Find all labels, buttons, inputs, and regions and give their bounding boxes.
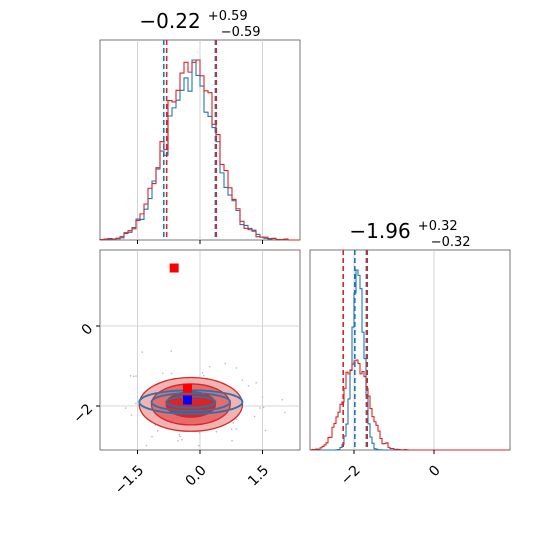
sample-point-3 — [235, 418, 238, 421]
x-tick-label-2: 1.5 — [245, 462, 272, 489]
sample-point-26 — [124, 407, 127, 409]
sample-point-52 — [215, 430, 218, 433]
panel-marginal-2-frame — [309, 249, 511, 451]
sample-point-19 — [202, 374, 205, 377]
panel-marginal-1-quantile-lines — [162, 40, 218, 240]
x-tick-label-1: 0.0 — [183, 462, 210, 489]
sample-point-51 — [181, 438, 183, 441]
sample-point-28 — [264, 429, 267, 432]
sample-point-29 — [247, 384, 250, 387]
sample-point-76 — [284, 411, 286, 414]
sample-point-11 — [197, 444, 200, 447]
sample-point-106 — [151, 435, 153, 438]
sample-point-92 — [201, 372, 204, 374]
sample-point-94 — [231, 439, 233, 442]
sample-point-16 — [178, 433, 181, 436]
panel-marginal-2-title: −1.96 +0.32 −0.32 — [349, 215, 470, 250]
sample-point-74 — [198, 432, 201, 434]
y-tick-label-1: 0 — [79, 321, 97, 339]
sample-point-22 — [129, 375, 132, 377]
sample-point-89 — [232, 422, 235, 424]
panel-marginal-2-quantile-lines — [342, 250, 369, 450]
histogram-series-1 — [310, 359, 510, 451]
sample-point-80 — [241, 379, 244, 381]
panel-marginal-1-title: −0.22 +0.59 −0.59 — [139, 5, 260, 40]
title-2-median: −1.96 — [349, 219, 410, 243]
sample-point-53 — [262, 406, 265, 409]
title-1-plus: +0.59 — [208, 9, 248, 24]
sample-point-61 — [208, 365, 211, 368]
panel-joint-markers — [169, 263, 192, 405]
x-tick-label-0: −2 — [338, 462, 364, 488]
sample-point-81 — [255, 382, 257, 384]
panel-marginal-1: −0.22 +0.59 −0.59 — [99, 5, 301, 244]
title-2-plus: +0.32 — [418, 219, 458, 234]
panel-marginal-1-ticks — [137, 240, 263, 244]
sample-point-21 — [156, 430, 159, 432]
sample-point-35 — [161, 372, 164, 375]
sample-point-93 — [253, 415, 256, 418]
panel-joint-grid — [100, 250, 300, 450]
title-1-median: −0.22 — [139, 9, 200, 33]
panel-marginal-2: −2 0 −1.96 +0.32 −0.32 — [309, 215, 511, 488]
sample-point-75 — [281, 398, 284, 401]
sample-point-66 — [145, 444, 148, 447]
sample-point-90 — [141, 351, 144, 353]
sample-point-115 — [135, 375, 137, 377]
sample-point-18 — [170, 372, 173, 375]
sample-point-55 — [132, 375, 135, 378]
x-tick-label-0: −1.5 — [112, 462, 147, 497]
sample-point-59 — [170, 350, 173, 352]
title-1-minus: −0.59 — [221, 25, 261, 40]
sample-point-43 — [130, 414, 133, 416]
sample-point-46 — [261, 396, 264, 398]
sample-point-12 — [135, 402, 137, 405]
panel-marginal-2-ticks: −2 0 — [338, 450, 444, 488]
sample-point-64 — [235, 367, 238, 369]
panel-joint: −1.5 0.0 1.5 −2 0 — [70, 249, 301, 498]
sample-point-109 — [179, 435, 181, 438]
title-2-minus: −0.32 — [431, 235, 471, 250]
sample-point-9 — [235, 428, 238, 430]
marker-0 — [169, 263, 179, 273]
sample-point-54 — [224, 362, 227, 365]
histogram-series-1 — [99, 59, 300, 241]
marker-1 — [183, 383, 192, 393]
marker-2 — [183, 395, 192, 405]
sample-point-31 — [259, 407, 261, 409]
sample-point-63 — [230, 428, 233, 430]
x-tick-label-1: 0 — [426, 462, 444, 480]
panel-marginal-1-histograms — [99, 59, 300, 241]
contour-blue-level-1 — [150, 392, 232, 412]
sample-point-38 — [177, 440, 179, 442]
y-tick-label-0: −2 — [70, 401, 96, 427]
